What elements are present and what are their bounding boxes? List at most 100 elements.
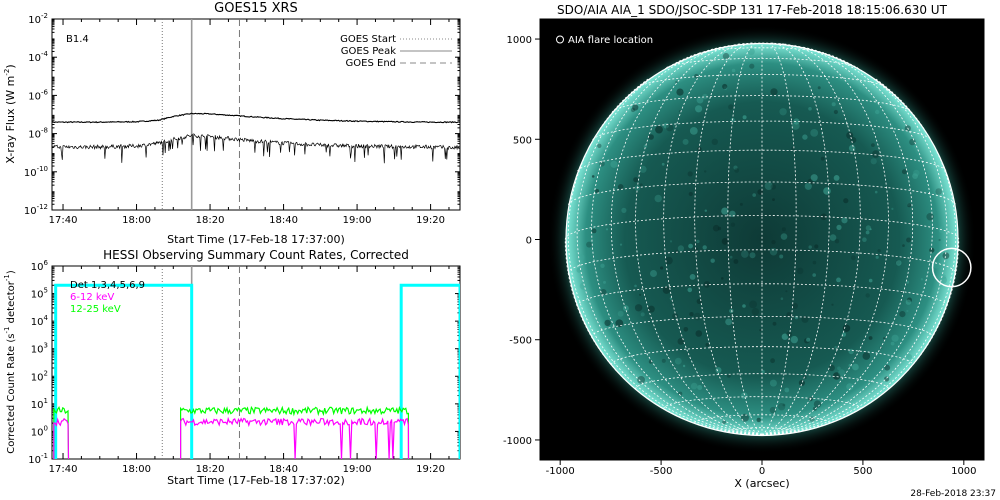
latitude-line	[727, 427, 797, 433]
solar-texture-spot	[660, 266, 664, 270]
solar-texture-spot	[597, 143, 602, 148]
solar-texture-spot	[848, 348, 854, 355]
solar-texture-spot	[875, 109, 880, 115]
solar-texture-spot	[807, 178, 814, 185]
solar-texture-spot	[669, 297, 673, 300]
solar-texture-spot	[693, 312, 702, 321]
y-tick-label: 100	[31, 424, 48, 438]
solar-texture-spot	[786, 331, 793, 337]
y-tick-label: 106	[31, 259, 49, 273]
solar-texture-spot	[912, 173, 918, 180]
solar-texture-spot	[595, 189, 600, 193]
solar-texture-spot	[647, 305, 655, 313]
solar-texture-spot	[677, 338, 685, 345]
solar-texture-spot	[721, 277, 724, 280]
solar-texture-spot	[751, 308, 760, 316]
solar-texture-spot	[801, 315, 809, 323]
solar-texture-spot	[905, 299, 912, 305]
solar-texture-spot	[804, 182, 812, 190]
solar-texture-spot	[721, 207, 729, 215]
solar-texture-spot	[591, 228, 597, 234]
y-tick-label: 10-1	[28, 452, 48, 466]
solar-texture-spot	[883, 337, 886, 340]
hessi-series-flag	[399, 283, 460, 459]
x-tick-label: 18:20	[196, 215, 225, 226]
goes-series-long	[52, 112, 460, 124]
solar-texture-spot	[833, 109, 839, 115]
solar-texture-spot	[648, 134, 654, 140]
solar-texture-spot	[712, 224, 720, 232]
solar-texture-spot	[742, 304, 746, 308]
longitude-line	[761, 46, 933, 436]
solar-texture-spot	[806, 337, 811, 342]
aia-x-tick-label: 500	[853, 466, 872, 477]
solar-texture-spot	[868, 336, 873, 340]
solar-texture-spot	[798, 379, 806, 386]
longitude-line	[694, 42, 763, 436]
longitude-line	[635, 43, 763, 436]
heliographic-grid	[564, 42, 960, 436]
solar-texture-spot	[820, 213, 827, 221]
solar-texture-spot	[791, 302, 799, 309]
hessi-x-axis-label: Start Time (17-Feb-18 17:37:02)	[167, 474, 345, 487]
solar-disk-texture	[576, 48, 950, 424]
solar-texture-spot	[794, 315, 799, 320]
solar-texture-spot	[600, 289, 607, 296]
solar-texture-spot	[697, 385, 703, 390]
solar-texture-spot	[721, 238, 729, 245]
solar-texture-spot	[851, 255, 856, 261]
longitude-line	[761, 44, 914, 436]
y-tick-label: 10-8	[28, 127, 48, 141]
solar-texture-spot	[730, 222, 736, 227]
solar-texture-spot	[669, 240, 673, 243]
solar-texture-spot	[688, 243, 693, 249]
solar-texture-spot	[694, 247, 699, 252]
y-tick-label: 10-10	[24, 165, 48, 179]
solar-texture-spot	[739, 202, 743, 206]
x-tick-label: 18:00	[122, 464, 151, 475]
solar-texture-spot	[828, 364, 835, 372]
solar-texture-spot	[690, 407, 693, 410]
solar-texture-spot	[717, 226, 722, 231]
goes-x-axis-label: Start Time (17-Feb-18 17:37:00)	[167, 233, 345, 246]
longitude-line	[576, 52, 763, 436]
solar-texture-spot	[770, 88, 778, 96]
solar-texture-spot	[689, 312, 694, 317]
hessi-series-6-12-kev	[53, 417, 70, 459]
flare-location-marker	[931, 247, 972, 288]
solar-texture-spot	[779, 254, 784, 259]
hessi-title: HESSI Observing Summary Count Rates, Cor…	[103, 248, 409, 262]
solar-texture-spot	[777, 403, 786, 411]
solar-texture-spot	[865, 225, 872, 231]
solar-texture-spot	[764, 182, 773, 190]
solar-texture-spot	[942, 252, 950, 260]
solar-texture-spot	[865, 293, 870, 298]
solar-texture-spot	[600, 263, 605, 268]
solar-texture-spot	[715, 367, 722, 374]
aia-x-tick-label: 1000	[951, 466, 976, 477]
aia-x-axis: -1000 -500 0 500 1000	[546, 460, 977, 477]
solar-texture-spot	[640, 312, 645, 317]
x-tick-label: 17:40	[49, 464, 78, 475]
goes-event-lines	[161, 19, 240, 210]
solar-texture-spot	[651, 382, 655, 386]
solar-texture-spot	[877, 249, 881, 253]
solar-texture-spot	[759, 328, 762, 332]
latitude-line	[567, 249, 957, 274]
solar-texture-spot	[591, 175, 595, 178]
longitude-line	[761, 43, 889, 436]
solar-texture-spot	[838, 369, 846, 377]
longitude-line	[610, 44, 763, 436]
solar-texture-spot	[749, 300, 757, 309]
solar-texture-spot	[705, 343, 710, 347]
solar-texture-spot	[872, 150, 880, 158]
solar-texture-spot	[722, 83, 728, 90]
solar-texture-spot	[687, 287, 693, 293]
aia-legend-text: AIA flare location	[568, 35, 653, 46]
solar-texture-spot	[639, 165, 647, 173]
solar-texture-spot	[617, 310, 624, 317]
solar-texture-spot	[685, 410, 688, 413]
legend-goes-start: GOES Start	[340, 34, 396, 45]
solar-texture-spot	[741, 250, 749, 258]
